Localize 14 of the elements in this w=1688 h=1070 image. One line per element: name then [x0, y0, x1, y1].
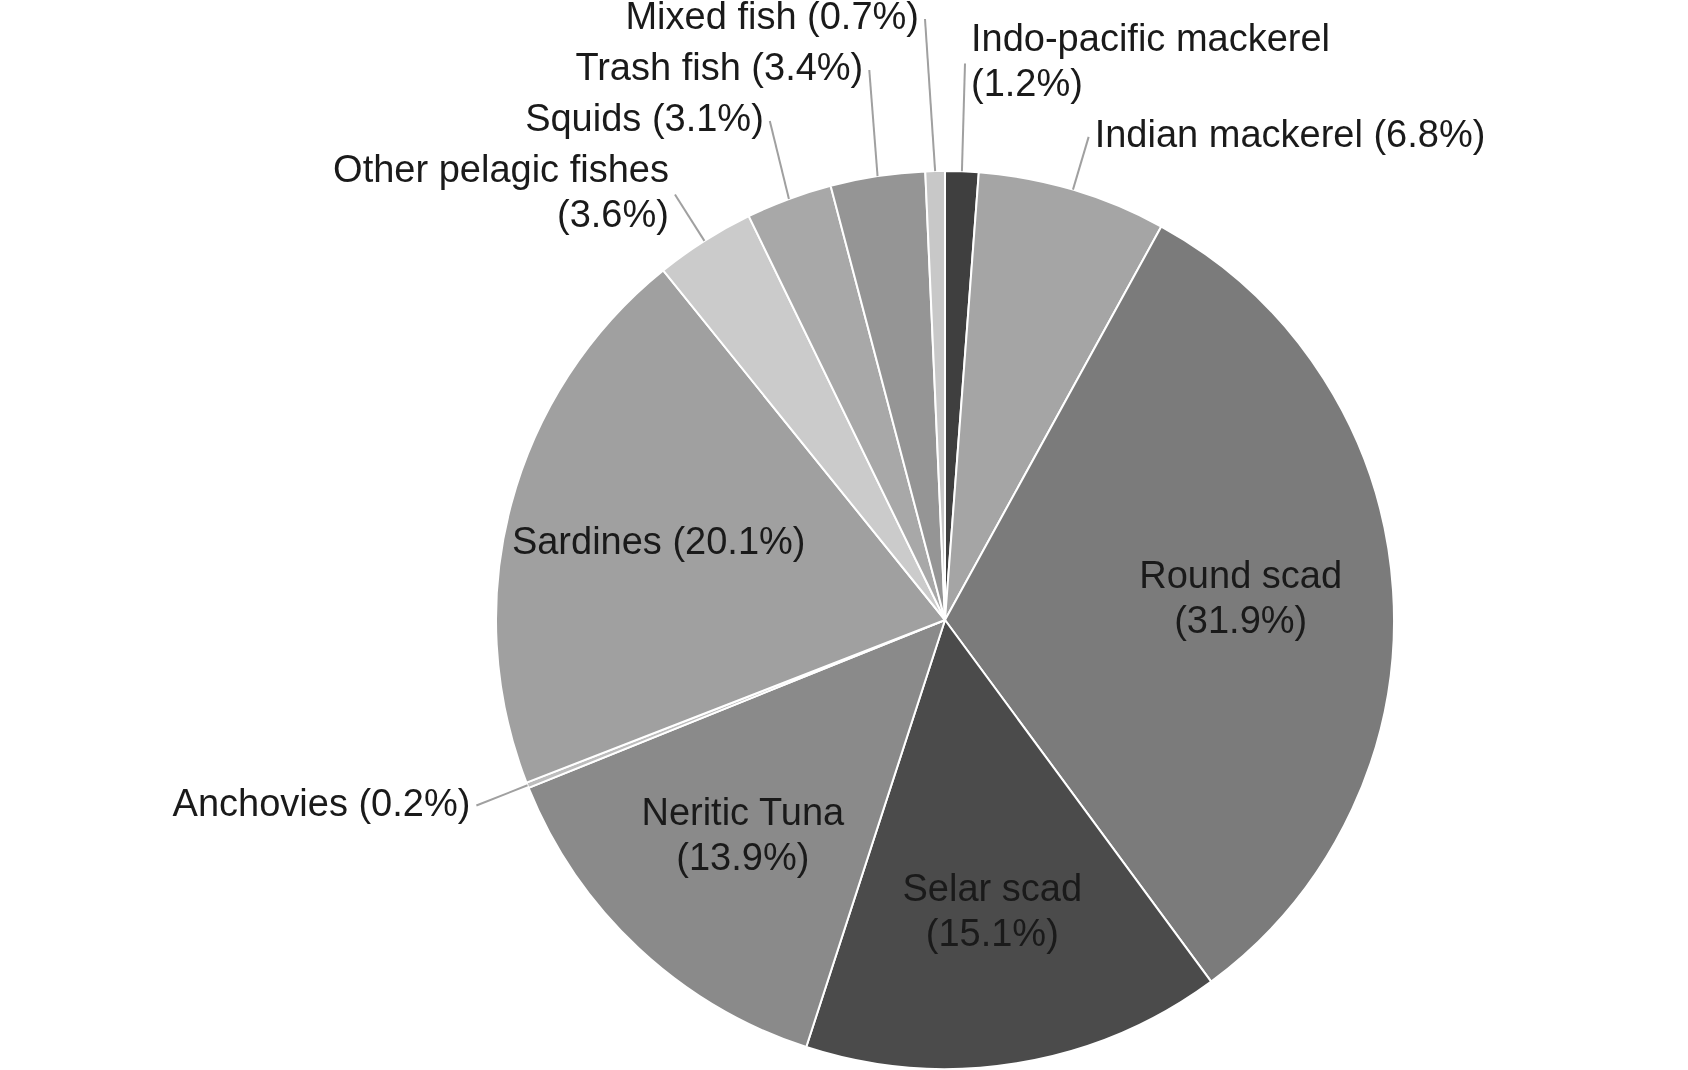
slice-label: Other pelagic fishes	[333, 148, 669, 191]
slice-label: Trash fish (3.4%)	[575, 46, 864, 89]
slice-label: Indo-pacific mackerel	[971, 17, 1331, 60]
slice-label: Indian mackerel (6.8%)	[1094, 113, 1486, 156]
slice-label: Neritic Tuna	[641, 790, 846, 833]
data-label: (3.6%)	[557, 193, 669, 236]
data-label: (1.2%)	[971, 62, 1083, 105]
data-label: (31.9%)	[1174, 599, 1308, 642]
slice-label: Squids (3.1%)	[525, 97, 764, 140]
slice-label: Anchovies (0.2%)	[172, 782, 471, 825]
data-label: (13.9%)	[676, 835, 810, 878]
slice-label: Sardines (20.1%)	[511, 520, 806, 563]
slice-label: Mixed fish (0.7%)	[625, 0, 919, 38]
slice-label: Round scad	[1139, 554, 1343, 597]
